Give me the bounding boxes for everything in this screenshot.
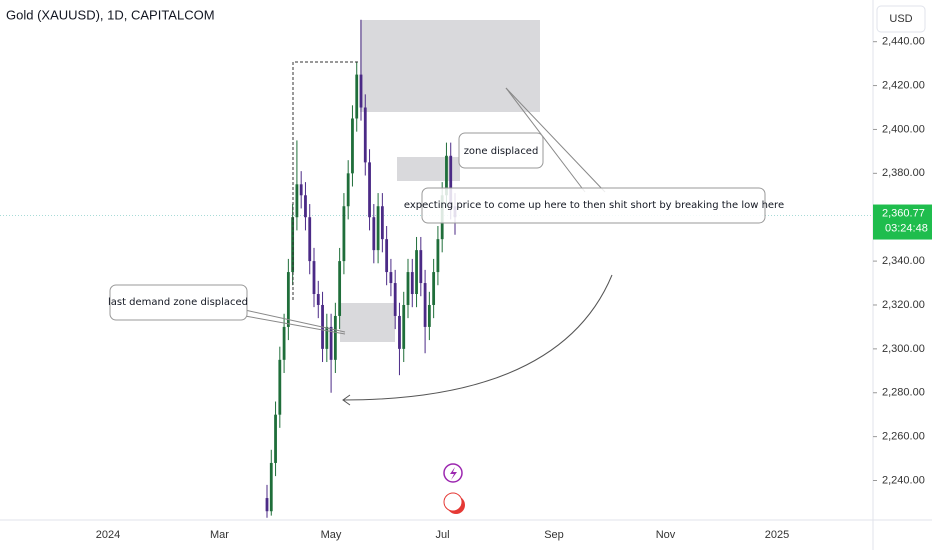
candle-body	[295, 184, 299, 218]
candle-body	[419, 250, 423, 284]
candle-body	[355, 74, 359, 119]
candle-body	[432, 272, 436, 305]
x-tick-label: 2024	[96, 529, 120, 541]
callout-box	[109, 284, 248, 321]
candle-body	[299, 184, 303, 196]
candle-body	[449, 155, 453, 207]
candle-body	[398, 315, 401, 349]
x-tick-label: Nov	[656, 529, 676, 541]
callout-line	[505, 87, 586, 193]
candle-body	[423, 283, 427, 327]
event-icon-glyph	[450, 467, 457, 480]
y-tick-label: 2,280.00	[882, 387, 925, 399]
candle-body	[368, 162, 371, 218]
currency-button[interactable]	[876, 5, 926, 33]
candle-body	[380, 206, 384, 240]
y-tick-label: 2,240.00	[882, 474, 925, 486]
candle-body	[436, 239, 440, 273]
y-tick-label: 2,420.00	[882, 79, 925, 91]
event-icon[interactable]	[443, 492, 463, 512]
candle-body	[402, 304, 406, 349]
currency: USD	[889, 13, 912, 25]
candle-body	[329, 326, 333, 360]
candle-body	[282, 326, 286, 360]
y-tick-label: 2,320.00	[882, 299, 925, 311]
callout-line	[244, 309, 346, 333]
y-tick-label: 2,380.00	[882, 167, 925, 179]
candle-body	[427, 304, 431, 327]
candle-body	[338, 261, 342, 316]
x-tick-label: Sep	[544, 529, 564, 541]
candle-body	[316, 294, 320, 305]
candle-body	[325, 326, 329, 349]
chart-title: Gold (XAUUSD), 1D, CAPITALCOM	[6, 7, 215, 22]
candle-body	[393, 283, 397, 316]
candle-body	[308, 217, 312, 262]
y-tick-label: 2,440.00	[882, 36, 925, 48]
candle-body	[445, 155, 448, 196]
candle-body	[265, 498, 269, 512]
callout-line	[244, 315, 346, 335]
candle-body	[363, 107, 367, 163]
y-tick-label: 2,400.00	[882, 123, 925, 135]
callout-box	[458, 132, 544, 169]
candle-body	[278, 359, 282, 415]
last-price-tag	[873, 204, 932, 240]
annotation: zone displaced	[464, 146, 539, 157]
candle-body	[389, 272, 393, 284]
candle-body	[406, 272, 410, 305]
candle-body	[274, 414, 277, 463]
candle-body	[333, 315, 337, 360]
candle-body	[346, 173, 350, 207]
candle-body	[385, 239, 389, 273]
countdown: 03:24:48	[885, 222, 928, 234]
candle-body	[312, 261, 316, 295]
callout-line	[505, 87, 606, 193]
candle-body	[304, 195, 307, 218]
y-tick-label: 2,340.00	[882, 255, 925, 267]
x-tick-label: Jul	[435, 529, 449, 541]
candle-body	[415, 250, 418, 295]
candle-body	[359, 74, 363, 108]
supply-zone	[360, 20, 540, 112]
curved-arrow	[342, 274, 613, 401]
dashed-marker	[292, 61, 360, 300]
arrow-head	[342, 394, 351, 406]
candle-body	[286, 272, 290, 327]
y-tick-label: 2,260.00	[882, 431, 925, 443]
y-tick-label: 2,300.00	[882, 343, 925, 355]
annotation: expecting price to come up here to then …	[404, 200, 784, 211]
candle-body	[342, 206, 346, 262]
candle-body	[376, 206, 380, 251]
annotation: last demand zone displaced	[108, 297, 248, 308]
candle-body	[372, 217, 376, 251]
candle-body	[410, 272, 414, 295]
callout-box	[421, 187, 766, 224]
last-price-label: 2,360.77	[882, 207, 925, 219]
x-tick-label: Mar	[210, 529, 229, 541]
x-tick-label: May	[321, 529, 342, 541]
candle-body	[269, 462, 273, 512]
demand-zone	[340, 303, 395, 342]
x-tick-label: 2025	[765, 529, 789, 541]
candle-body	[351, 118, 354, 174]
